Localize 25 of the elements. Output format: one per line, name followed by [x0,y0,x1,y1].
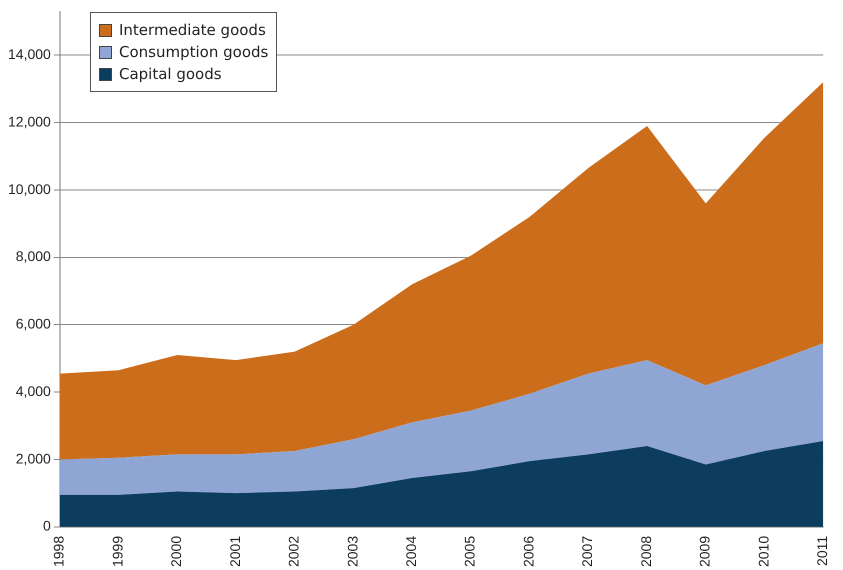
x-tick-label: 2000 [168,536,184,568]
legend-label: Consumption goods [119,43,268,61]
x-tick-label: 2010 [755,536,772,568]
x-tick-label: 2007 [579,536,596,568]
x-tick-label: 2006 [520,536,536,568]
x-tick-label: 1999 [109,536,126,568]
legend-label: Capital goods [119,65,222,83]
y-tick-label: 10,000 [8,180,52,197]
x-tick-label: 2003 [344,536,360,568]
x-tick-label: 1998 [50,536,67,568]
x-tick-label: 2008 [638,536,654,568]
legend-label: Intermediate goods [119,21,266,39]
x-tick-label: 2004 [403,536,420,568]
x-tick-label: 2002 [286,536,302,568]
y-tick-label: 6,000 [16,316,52,332]
x-tick-label: 2005 [462,536,478,568]
x-tick-label: 2011 [814,536,830,566]
x-tick-label: 2009 [696,536,713,568]
y-tick-label: 14,000 [8,46,52,62]
y-tick-label: 12,000 [8,113,52,130]
y-tick-label: 8,000 [16,248,52,264]
x-tick-label: 2001 [226,536,243,568]
y-tick-label: 0 [43,518,52,534]
y-tick-label: 2,000 [16,450,52,466]
y-tick-label: 4,000 [16,382,52,399]
